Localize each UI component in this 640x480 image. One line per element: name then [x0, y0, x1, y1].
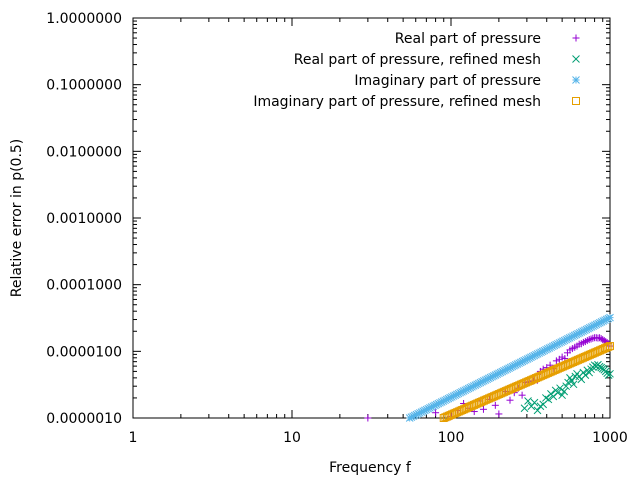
y-tick-label: 0.1000000: [46, 78, 122, 94]
x-tick-label: 1000: [592, 430, 628, 446]
data-point: [606, 369, 614, 378]
x-axis-ticks: 1 10 100 1000: [129, 18, 628, 446]
legend-item: Imaginary part of pressure: [354, 73, 580, 89]
data-point: [364, 414, 372, 422]
legend-label: Real part of pressure, refined mesh: [294, 52, 541, 68]
data-point: [569, 380, 578, 389]
data-point: [560, 387, 569, 396]
legend: Real part of pressure Real part of pressu…: [253, 31, 580, 110]
data-point: [544, 395, 553, 404]
legend-item: Imaginary part of pressure, refined mesh: [253, 94, 580, 110]
y-tick-label: 1.0000000: [46, 11, 122, 27]
legend-label: Imaginary part of pressure, refined mesh: [253, 94, 541, 110]
data-point: [520, 404, 529, 413]
data-point: [530, 398, 539, 407]
data-point: [606, 313, 614, 322]
data-point: [552, 357, 560, 365]
legend-item: Real part of pressure, refined mesh: [294, 52, 580, 68]
y-tick-label: 0.0010000: [46, 211, 122, 227]
x-tick-label: 10: [283, 430, 301, 446]
legend-label: Real part of pressure: [395, 31, 541, 47]
legend-marker: [572, 76, 580, 84]
legend-item: Real part of pressure: [395, 31, 580, 47]
series-2: [520, 360, 614, 415]
data-point: [554, 388, 562, 397]
data-point: [518, 391, 526, 399]
legend-marker: [572, 97, 580, 105]
y-axis-label: Relative error in p(0.5): [9, 139, 25, 298]
legend-marker: [572, 55, 580, 63]
data-point: [558, 391, 566, 400]
legend-label: Imaginary part of pressure: [354, 73, 541, 89]
data-point: [495, 410, 503, 418]
data-point: [542, 394, 550, 402]
series-3: [405, 313, 614, 422]
data-point: [587, 335, 595, 343]
y-tick-label: 0.0100000: [46, 144, 122, 160]
x-tick-label: 100: [438, 430, 465, 446]
x-tick-label: 1: [129, 430, 138, 446]
y-axis-ticks: 0.0000010 0.0000100 0.0001000 0.0010000 0.01…: [46, 11, 610, 427]
y-tick-label: 0.0000010: [46, 411, 122, 427]
data-point: [479, 405, 487, 413]
data-point: [590, 361, 599, 370]
data-point: [506, 396, 514, 404]
data-point: [604, 342, 613, 351]
x-axis-label: Frequency f: [329, 460, 412, 476]
data-point: [491, 401, 499, 409]
y-tick-label: 0.0001000: [46, 278, 122, 294]
series-4: [439, 342, 614, 422]
data-point: [606, 342, 614, 351]
y-tick-label: 0.0000100: [46, 344, 122, 360]
data-series: [364, 313, 614, 422]
data-point: [524, 397, 532, 405]
data-point: [533, 406, 542, 415]
data-point: [432, 409, 440, 417]
legend-marker: [572, 34, 580, 42]
data-point: [556, 384, 564, 393]
